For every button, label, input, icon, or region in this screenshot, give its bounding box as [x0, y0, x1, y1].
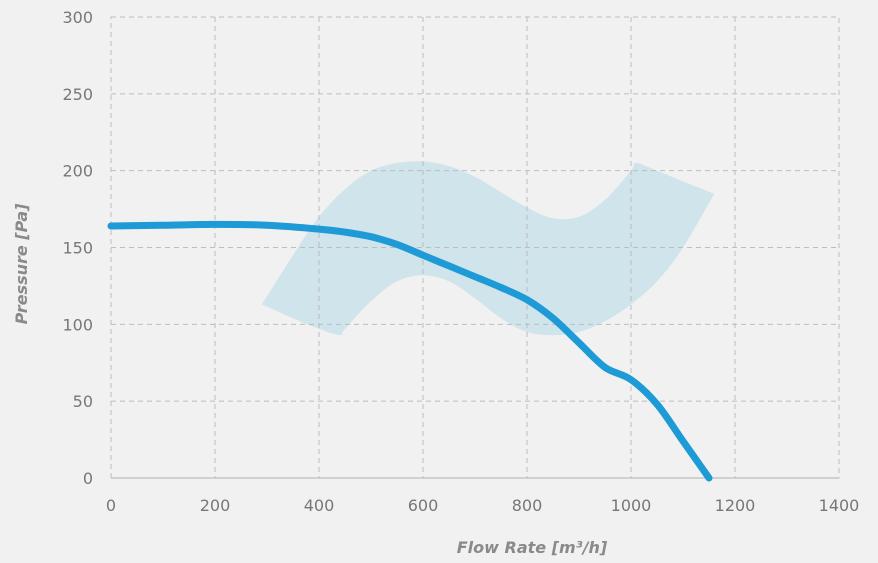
y-tick-label: 300	[62, 8, 93, 27]
y-tick-label: 150	[62, 239, 93, 258]
x-tick-labels: 0 200 400 600 800 1000 1200 1400	[106, 496, 859, 515]
x-tick-label: 1200	[715, 496, 756, 515]
y-tick-label: 200	[62, 162, 93, 181]
y-axis-title: Pressure [Pa]	[12, 203, 31, 325]
x-tick-label: 200	[200, 496, 231, 515]
y-tick-label: 250	[62, 85, 93, 104]
x-tick-label: 400	[304, 496, 335, 515]
y-tick-label: 100	[62, 315, 93, 334]
grid-layer	[110, 16, 840, 479]
x-tick-label: 0	[106, 496, 116, 515]
y-tick-label: 50	[73, 392, 93, 411]
y-tick-label: 0	[83, 469, 93, 488]
x-tick-label: 800	[512, 496, 543, 515]
x-tick-label: 600	[408, 496, 439, 515]
x-tick-label: 1400	[819, 496, 860, 515]
operating-band-layer	[261, 161, 715, 336]
operating-band	[261, 161, 715, 336]
fan-curve-layer	[107, 220, 713, 482]
y-tick-labels: 0 50 100 150 200 250 300	[62, 8, 93, 488]
x-tick-label: 1000	[611, 496, 652, 515]
x-axis-title: Flow Rate [m³/h]	[457, 538, 608, 557]
fan-curve-line	[107, 220, 713, 482]
